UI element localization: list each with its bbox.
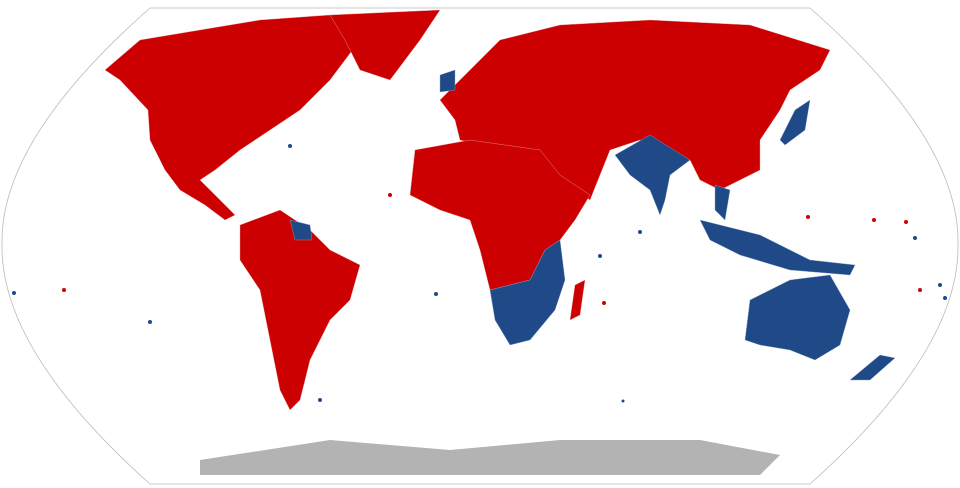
greenland (329, 9, 441, 81)
islands (12, 144, 947, 403)
guyana (289, 219, 313, 241)
south-asia (614, 134, 691, 216)
new-zealand (849, 354, 896, 381)
north-america (104, 14, 361, 221)
australia (744, 274, 851, 361)
indonesia (699, 219, 856, 276)
madagascar (569, 279, 586, 321)
japan (779, 99, 811, 146)
southeast-asia (714, 184, 731, 221)
british-isles (439, 69, 456, 93)
south-america (239, 209, 361, 411)
antarctica (200, 440, 780, 475)
southern-africa (489, 239, 566, 346)
